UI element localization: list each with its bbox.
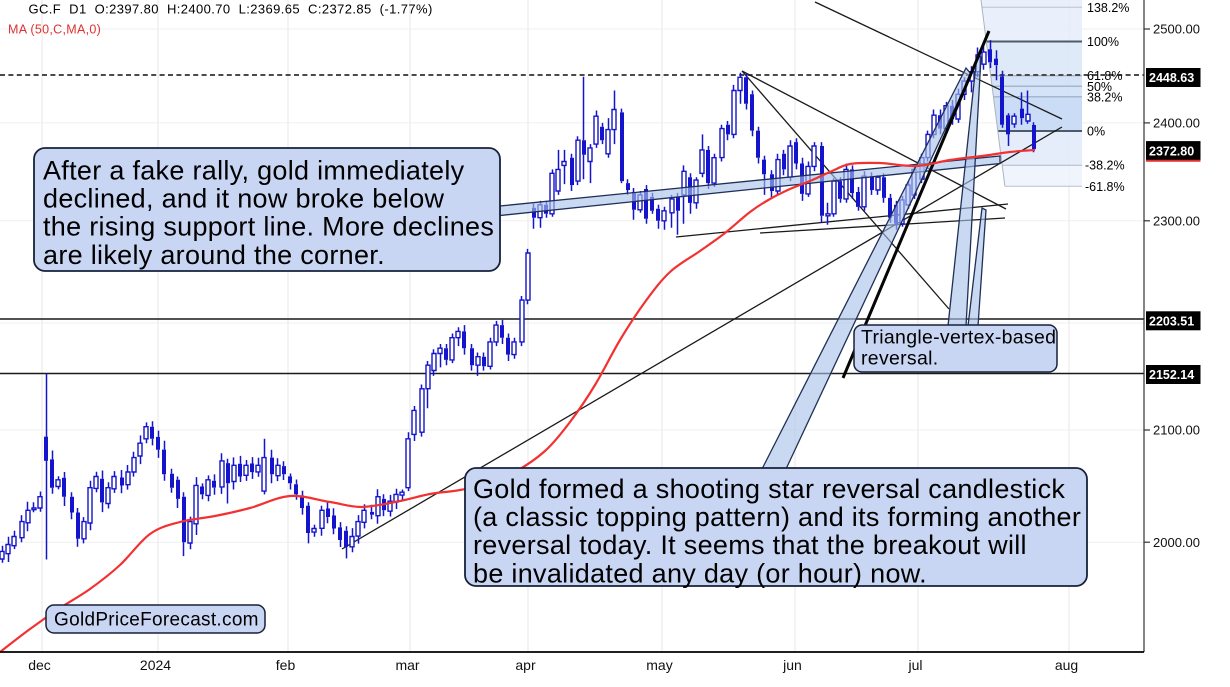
svg-text:feb: feb [276, 657, 296, 673]
svg-text:2500.00: 2500.00 [1153, 22, 1200, 37]
svg-text:0%: 0% [1087, 125, 1105, 139]
svg-text:(a classic topping pattern) an: (a classic topping pattern) and its form… [473, 502, 1081, 532]
svg-text:dec: dec [28, 657, 51, 673]
svg-text:2400.00: 2400.00 [1153, 116, 1200, 131]
svg-text:apr: apr [515, 657, 536, 673]
svg-text:reversal today. It seems that: reversal today. It seems that the breako… [473, 530, 1027, 560]
svg-text:Gold formed a shooting star re: Gold formed a shooting star reversal can… [473, 474, 1065, 504]
svg-text:aug: aug [1055, 657, 1078, 673]
svg-text:-61.8%: -61.8% [1085, 180, 1125, 194]
svg-text:2152.14: 2152.14 [1149, 368, 1194, 382]
svg-text:Triangle-vertex-based: Triangle-vertex-based [861, 327, 1056, 349]
svg-text:After a fake rally, gold immed: After a fake rally, gold immediately [43, 156, 465, 186]
svg-text:2372.80: 2372.80 [1149, 144, 1194, 158]
svg-text:100%: 100% [1087, 35, 1119, 49]
svg-text:reversal.: reversal. [861, 348, 938, 370]
svg-text:-38.2%: -38.2% [1085, 159, 1125, 173]
svg-text:2024: 2024 [140, 657, 171, 673]
svg-text:the rising support line. More: the rising support line. More declines [43, 212, 494, 242]
svg-text:jul: jul [907, 657, 922, 673]
svg-text:38.2%: 38.2% [1087, 90, 1122, 104]
svg-text:GoldPriceForecast.com: GoldPriceForecast.com [54, 610, 259, 631]
svg-text:MA (50,C,MA,0): MA (50,C,MA,0) [8, 23, 101, 37]
svg-text:are likely around the corner.: are likely around the corner. [43, 240, 385, 270]
svg-text:61.8%: 61.8% [1087, 69, 1122, 83]
svg-text:138.2%: 138.2% [1087, 1, 1129, 15]
svg-text:mar: mar [395, 657, 419, 673]
svg-text:2300.00: 2300.00 [1153, 213, 1200, 228]
svg-text:GC.F D1 O:2397.80 H:2400.70: GC.F D1 O:2397.80 H:2400.70 L:2369.65 C:… [29, 2, 433, 17]
svg-text:be invalidated any day (or hou: be invalidated any day (or hour) now. [473, 558, 927, 588]
svg-text:2448.63: 2448.63 [1149, 71, 1194, 85]
svg-text:declined, and it now broke bel: declined, and it now broke below [43, 184, 445, 214]
svg-text:2000.00: 2000.00 [1153, 535, 1200, 550]
svg-text:may: may [646, 657, 672, 673]
svg-text:2100.00: 2100.00 [1153, 423, 1200, 438]
svg-text:2203.51: 2203.51 [1149, 315, 1194, 329]
svg-text:jun: jun [782, 657, 802, 673]
svg-text:50%: 50% [1087, 80, 1112, 94]
